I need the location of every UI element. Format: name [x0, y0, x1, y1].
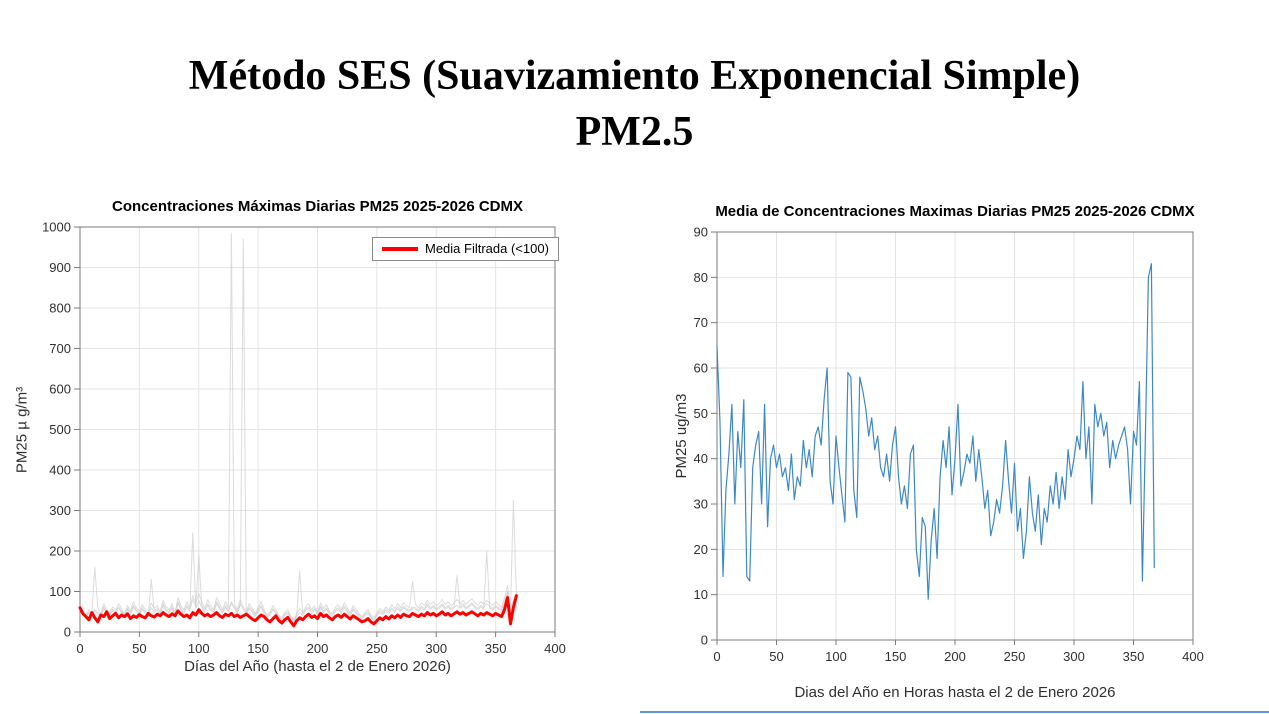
y-tick-label: 100 [49, 584, 71, 599]
x-tick-label: 50 [769, 649, 783, 664]
x-tick-label: 150 [885, 649, 907, 664]
x-tick-label: 200 [944, 649, 966, 664]
y-tick-label: 0 [64, 625, 71, 640]
y-tick-label: 90 [694, 225, 708, 240]
left-chart-xlabel: Días del Año (hasta el 2 de Enero 2026) [184, 658, 451, 675]
y-tick-label: 500 [49, 422, 71, 437]
left-chart-ylabel: PM25 µ g/m³ [13, 386, 31, 474]
x-tick-label: 100 [188, 641, 210, 656]
x-tick-label: 50 [132, 641, 146, 656]
figure-right: Media de Concentraciones Maximas Diarias… [650, 203, 1265, 708]
y-tick-label: 700 [49, 341, 71, 356]
right-chart-xlabel: Dias del Año en Horas hasta el 2 de Ener… [794, 684, 1116, 701]
x-tick-label: 350 [485, 641, 507, 656]
x-tick-label: 350 [1123, 649, 1145, 664]
figure-left: Concentraciones Máximas Diarias PM25 202… [10, 198, 610, 703]
legend-line-sample [382, 246, 418, 251]
y-tick-label: 50 [694, 406, 708, 421]
right-chart-canvas: 0 50 100 150 200 250 300 350 400 0 10 20 30 40 50 60 70 8… [694, 225, 1204, 665]
y-tick-label: 200 [49, 544, 71, 559]
series-raw-station-1 [79, 232, 517, 621]
y-tick-label: 30 [694, 497, 708, 512]
y-tick-label: 800 [49, 301, 71, 316]
window-edge-line [640, 711, 1269, 713]
series-media-filtrada [78, 594, 518, 628]
y-tick-label: 400 [49, 463, 71, 478]
y-tick-label: 300 [49, 503, 71, 518]
series-raw-station-3 [79, 554, 517, 622]
y-tick-label: 0 [701, 633, 708, 648]
y-tick-label: 1000 [42, 220, 71, 235]
main-title-line1: Método SES (Suavizamiento Exponencial Si… [188, 53, 1081, 99]
x-tick-label: 100 [825, 649, 847, 664]
series-raw-station-2 [79, 238, 517, 623]
x-tick-label: 0 [713, 649, 720, 664]
right-chart-ylabel: PM25 ug/m3 [673, 393, 690, 479]
y-tick-label: 20 [694, 542, 708, 557]
y-tick-label: 60 [694, 361, 708, 376]
x-tick-label: 300 [425, 641, 447, 656]
main-title-line2: PM2.5 [575, 109, 694, 155]
x-tick-label: 0 [76, 641, 83, 656]
x-tick-label: 300 [1063, 649, 1085, 664]
left-chart-title: Concentraciones Máximas Diarias PM25 202… [111, 198, 524, 215]
y-tick-label: 40 [694, 451, 708, 466]
left-chart-legend: Media Filtrada (<100) [372, 237, 559, 261]
legend-entry-label: Media Filtrada (<100) [425, 241, 549, 256]
main-title: Método SES (Suavizamiento Exponencial Si… [0, 48, 1269, 160]
left-chart-canvas: 0 50 100 150 200 250 300 350 400 0 100 200 300 400 500… [42, 220, 566, 657]
y-tick-label: 900 [49, 260, 71, 275]
y-tick-label: 10 [694, 587, 708, 602]
x-tick-label: 400 [544, 641, 566, 656]
series-media-diaria [716, 263, 1155, 600]
y-tick-label: 600 [49, 382, 71, 397]
x-tick-label: 150 [247, 641, 269, 656]
y-tick-label: 70 [694, 315, 708, 330]
x-tick-label: 400 [1182, 649, 1204, 664]
right-chart-title: Media de Concentraciones Maximas Diarias… [715, 203, 1195, 220]
x-tick-label: 200 [307, 641, 329, 656]
x-tick-label: 250 [366, 641, 388, 656]
y-tick-label: 80 [694, 270, 708, 285]
x-tick-label: 250 [1004, 649, 1026, 664]
